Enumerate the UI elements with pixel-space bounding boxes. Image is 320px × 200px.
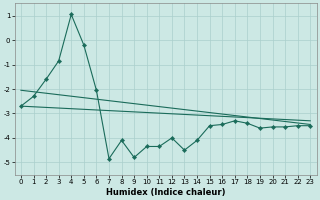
X-axis label: Humidex (Indice chaleur): Humidex (Indice chaleur) bbox=[106, 188, 225, 197]
